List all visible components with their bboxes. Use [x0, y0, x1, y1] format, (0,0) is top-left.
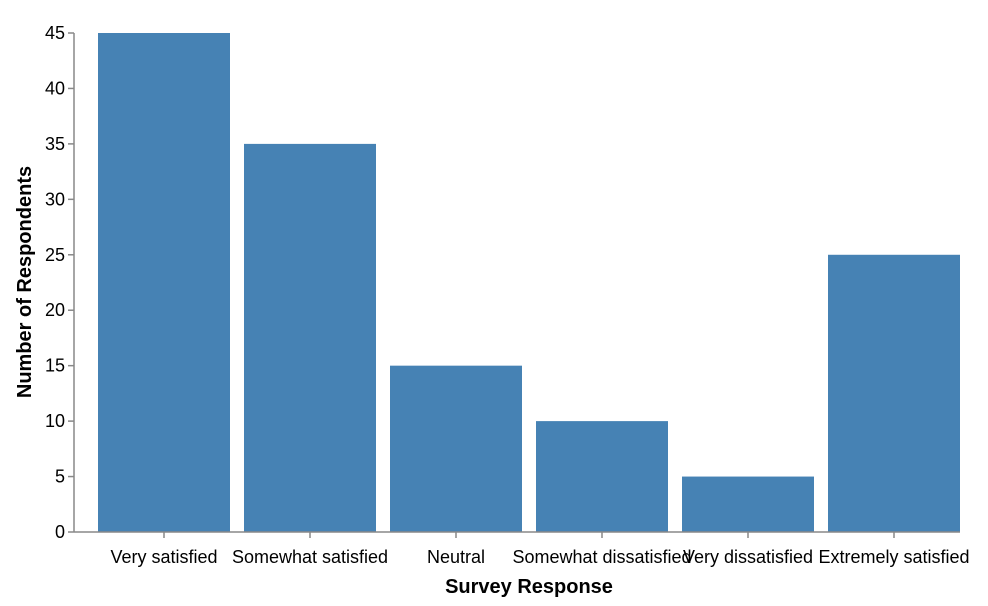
- y-tick-label: 10: [45, 411, 65, 431]
- bar-neutral: [390, 365, 522, 532]
- x-axis-title: Survey Response: [445, 576, 613, 598]
- x-tick-label: Very satisfied: [110, 547, 217, 567]
- bar-very-satisfied: [98, 33, 230, 532]
- x-tick-label: Extremely satisfied: [818, 547, 969, 567]
- y-tick-label: 45: [45, 23, 65, 43]
- y-tick-label: 25: [45, 245, 65, 265]
- y-tick-label: 0: [55, 522, 65, 542]
- y-tick-label: 5: [55, 467, 65, 487]
- y-tick-label: 20: [45, 300, 65, 320]
- y-axis-title: Number of Respondents: [14, 166, 36, 398]
- bar-somewhat-satisfied: [244, 143, 376, 532]
- y-axis: 0 5 10 15 20 25 30 35 40 45: [45, 23, 75, 542]
- bar-somewhat-dissatisfied: [536, 421, 668, 532]
- x-tick-label: Somewhat satisfied: [232, 547, 388, 567]
- y-tick-label: 35: [45, 134, 65, 154]
- x-axis: Very satisfied Somewhat satisfied Neutral S…: [74, 531, 970, 567]
- bars-group: [98, 33, 960, 532]
- x-tick-label: Somewhat dissatisfied: [512, 547, 691, 567]
- y-tick-label: 40: [45, 78, 65, 98]
- y-tick-label: 15: [45, 356, 65, 376]
- bar-very-dissatisfied: [682, 476, 814, 532]
- x-tick-label: Neutral: [427, 547, 485, 567]
- bar-extremely-satisfied: [828, 254, 960, 532]
- x-tick-label: Very dissatisfied: [683, 547, 813, 567]
- y-tick-label: 30: [45, 189, 65, 209]
